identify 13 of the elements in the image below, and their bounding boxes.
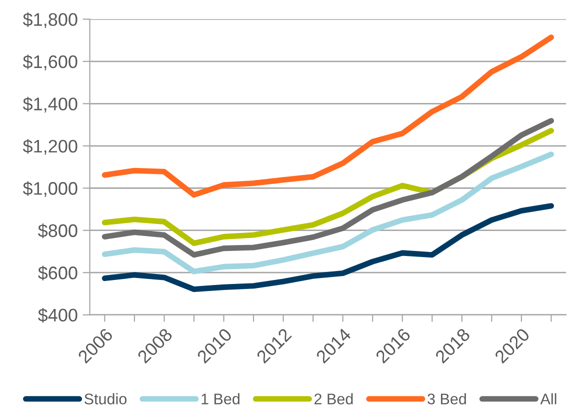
y-tick-label: $800 [38,224,78,238]
legend-label: 1 Bed [202,393,240,404]
y-tick-label: $1,600 [22,54,78,70]
y-tick-label: $1,000 [22,181,78,197]
legend-label: All [540,393,556,404]
y-tick-label: $1,200 [22,139,78,155]
legend-label: 2 Bed [314,393,353,404]
y-tick-label: $1,400 [22,96,78,113]
y-tick-label: $400 [38,308,78,323]
y-tick-label: $600 [38,266,78,280]
y-tick-label: $1,800 [22,12,78,28]
legend-label: 3 Bed [428,393,466,404]
legend-label: Studio [84,393,127,404]
